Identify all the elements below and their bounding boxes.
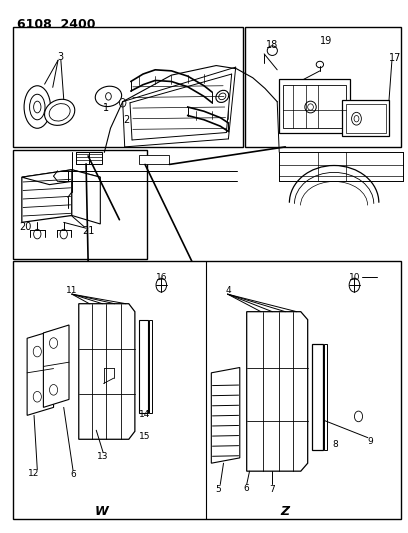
Text: 21: 21 — [82, 226, 94, 236]
Text: 13: 13 — [98, 453, 109, 462]
Ellipse shape — [33, 101, 41, 113]
Text: 2: 2 — [124, 115, 130, 125]
Text: 17: 17 — [389, 53, 401, 63]
Circle shape — [354, 116, 359, 122]
Text: 19: 19 — [320, 36, 332, 45]
Bar — [324, 344, 327, 450]
Circle shape — [156, 278, 166, 292]
Text: 5: 5 — [215, 485, 221, 494]
Ellipse shape — [106, 93, 111, 100]
Text: 18: 18 — [266, 41, 278, 50]
Bar — [149, 320, 151, 413]
Text: Z: Z — [281, 505, 290, 518]
Circle shape — [49, 384, 58, 395]
Text: 6108  2400: 6108 2400 — [17, 18, 95, 31]
Bar — [279, 79, 350, 133]
Ellipse shape — [49, 103, 70, 121]
Polygon shape — [43, 325, 69, 407]
Circle shape — [33, 229, 41, 239]
Bar — [139, 320, 148, 413]
Bar — [139, 155, 169, 165]
Bar — [76, 152, 89, 164]
Polygon shape — [211, 368, 240, 463]
Ellipse shape — [219, 93, 226, 100]
Text: 10: 10 — [349, 273, 360, 281]
Text: 1: 1 — [102, 103, 109, 113]
Bar — [13, 150, 147, 259]
Ellipse shape — [305, 101, 316, 113]
Polygon shape — [79, 304, 135, 439]
Ellipse shape — [24, 86, 51, 128]
Circle shape — [349, 278, 360, 292]
Text: 7: 7 — [269, 485, 275, 494]
Polygon shape — [22, 169, 100, 184]
Bar — [13, 261, 401, 519]
Polygon shape — [27, 330, 53, 415]
Ellipse shape — [308, 104, 313, 110]
Circle shape — [352, 112, 361, 125]
Ellipse shape — [316, 61, 324, 68]
Circle shape — [49, 338, 58, 349]
Bar — [346, 104, 386, 133]
Bar — [283, 85, 346, 128]
Text: 11: 11 — [66, 286, 78, 295]
Ellipse shape — [95, 86, 122, 107]
Bar — [342, 100, 389, 136]
Text: 16: 16 — [155, 273, 167, 281]
Circle shape — [355, 411, 363, 422]
Text: 3: 3 — [58, 52, 64, 61]
Text: 6: 6 — [244, 484, 250, 493]
Bar — [76, 152, 102, 164]
Ellipse shape — [267, 46, 277, 55]
Bar — [13, 27, 243, 147]
Polygon shape — [72, 169, 100, 224]
Text: 14: 14 — [139, 410, 150, 419]
Ellipse shape — [44, 99, 75, 125]
Text: 8: 8 — [332, 440, 338, 449]
Text: 15: 15 — [139, 432, 151, 441]
Text: 12: 12 — [28, 470, 40, 478]
Text: 6: 6 — [70, 471, 76, 479]
Circle shape — [33, 391, 41, 402]
Text: 4: 4 — [226, 286, 231, 295]
Polygon shape — [22, 169, 72, 222]
Ellipse shape — [216, 90, 229, 102]
Ellipse shape — [29, 94, 45, 120]
Circle shape — [33, 346, 41, 357]
Bar — [312, 344, 323, 450]
Bar — [245, 27, 401, 147]
Text: 9: 9 — [367, 438, 373, 447]
Text: W: W — [95, 505, 109, 518]
Ellipse shape — [120, 99, 126, 107]
Polygon shape — [247, 312, 308, 471]
Text: 20: 20 — [20, 222, 32, 232]
Circle shape — [60, 229, 67, 239]
